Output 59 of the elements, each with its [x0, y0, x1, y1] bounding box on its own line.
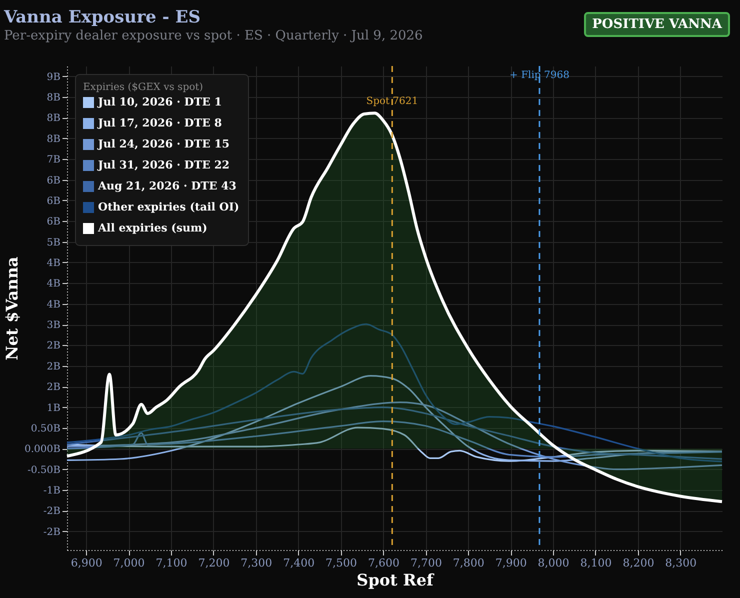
- legend-title: Expiries ($GEX vs spot): [83, 82, 204, 93]
- legend-label: Jul 24, 2026 · DTE 15: [97, 138, 230, 150]
- line-series: [66, 406, 723, 460]
- y-tick-label: 4B: [46, 299, 60, 310]
- y-tick-label: 7B: [46, 154, 60, 166]
- line-series: [66, 375, 723, 462]
- legend-label: Other expiries (tail OI): [98, 200, 240, 214]
- text: POSITIVE VANNA: [584, 12, 730, 37]
- y-tick-label: 6B: [46, 196, 60, 207]
- y-tick-label: 4B: [46, 278, 60, 290]
- y-tick-label: 5B: [46, 237, 60, 248]
- x-tick-label: 7,600: [368, 556, 400, 570]
- y-tick-label: 0.50B: [30, 423, 60, 434]
- x-tick-label: 7,000: [113, 556, 145, 570]
- x-tick-label: 7,500: [326, 556, 358, 570]
- y-tick-label: 0.000B: [24, 444, 60, 456]
- legend-label: All expiries (sum): [97, 222, 208, 234]
- y-tick-label: 9B: [46, 72, 60, 83]
- y-tick-label: -2B: [43, 526, 60, 538]
- y-tick-label: 8B: [46, 134, 60, 145]
- legend-label: Aug 21, 2026 · DTE 43: [97, 180, 236, 192]
- x-tick-label: 7,800: [452, 556, 484, 570]
- y-tick-label: 3B: [46, 320, 60, 332]
- x-tick-label: 6,900: [70, 556, 102, 570]
- x-tick-label: 7,200: [198, 556, 230, 570]
- y-tick-label: 4B: [46, 258, 60, 269]
- x-tick-label: 7,400: [283, 556, 315, 570]
- x-tick-label: 8,300: [665, 556, 697, 570]
- legend-label: Jul 10, 2026 · DTE 1: [97, 96, 222, 108]
- y-tick-label: -1B: [43, 486, 60, 497]
- y-tick-label: 8B: [46, 113, 60, 124]
- y-tick-label: 2B: [46, 361, 60, 372]
- y-tick-label: 8B: [46, 92, 60, 104]
- line-series: [66, 323, 723, 462]
- y-tick-label: 1B: [46, 402, 60, 414]
- y-tick-label: -0.50B: [28, 464, 60, 476]
- x-tick-label: 7,300: [240, 556, 272, 570]
- y-tick-label: 6B: [46, 216, 60, 228]
- x-tick-label: 7,100: [156, 556, 188, 570]
- x-tick-label: 8,200: [622, 556, 654, 570]
- legend-label: Jul 17, 2026 · DTE 8: [97, 116, 222, 130]
- line-series: [66, 426, 723, 462]
- y-tick-label: 6B: [46, 175, 60, 186]
- line-series: [66, 402, 723, 470]
- x-axis-title: Spot Ref: [356, 570, 434, 590]
- y-tick-label: 2B: [46, 382, 60, 394]
- y-axis-title: Net $Vanna: [2, 256, 22, 360]
- line-series: [66, 420, 723, 458]
- chart-title: Vanna Exposure - ES: [3, 7, 200, 28]
- x-tick-label: 7,700: [410, 556, 442, 570]
- legend-label: Jul 31, 2026 · DTE 22: [97, 158, 230, 172]
- y-tick-label: -2B: [43, 506, 60, 518]
- x-tick-label: 7,900: [495, 556, 527, 570]
- y-tick-label: 2B: [46, 340, 60, 352]
- chart-subtitle: Per-expiry dealer exposure vs spot · ES · Quarterly · Jul 9, 2026: [4, 28, 423, 44]
- ref-line-label: + Flip 7968: [510, 70, 570, 81]
- x-tick-label: 8,100: [580, 556, 612, 570]
- x-tick-label: 8,000: [538, 556, 570, 570]
- ref-line-label: Spot 7621: [366, 96, 418, 107]
